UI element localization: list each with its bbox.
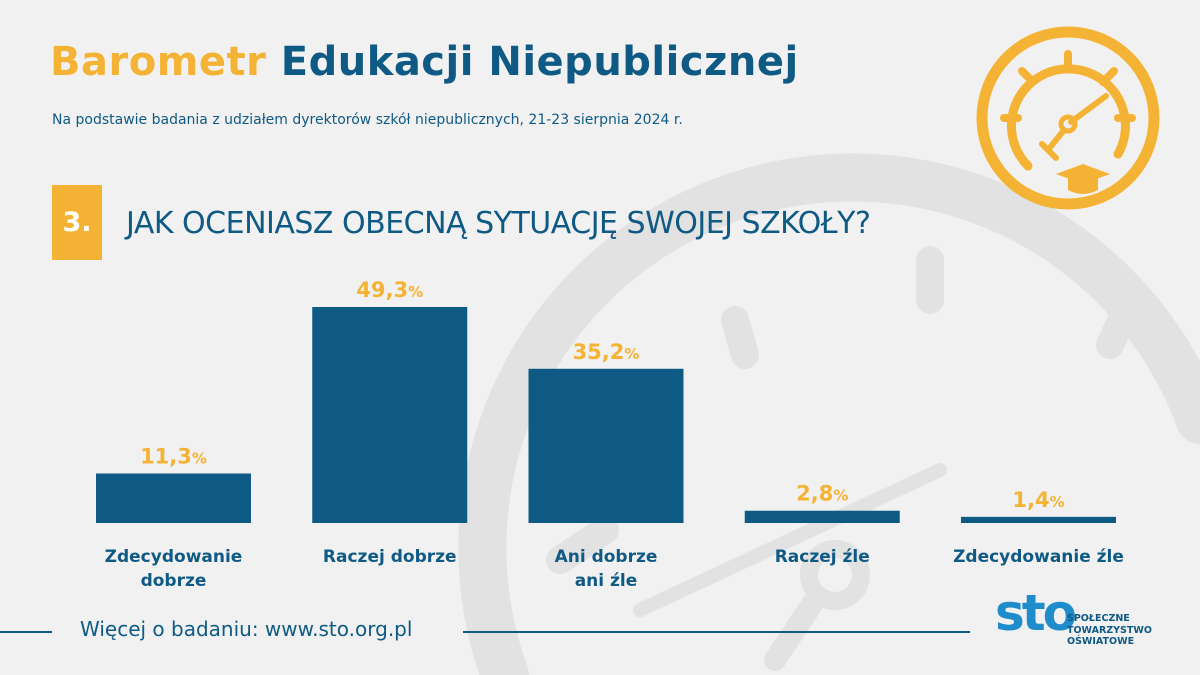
sto-logo-line2: TOWARZYSTWO	[1067, 624, 1152, 636]
bar-3	[528, 368, 684, 523]
category-label-3: Ani dobrze ani źle	[555, 547, 658, 591]
bar-4	[744, 510, 900, 523]
sto-logo-line1: SPOŁECZNE	[1067, 613, 1130, 624]
gauge-with-graduation-cap-icon	[976, 26, 1160, 210]
footer-link-text: Więcej o badaniu: www.sto.org.pl	[80, 617, 413, 641]
footer-divider-left	[0, 631, 52, 633]
category-label-4: Raczej źle	[775, 547, 870, 567]
bar-value-label-3: 35,2%	[573, 340, 640, 364]
sto-logo-mark: sto	[995, 584, 1077, 642]
bar-value-label-4: 2,8%	[796, 482, 848, 506]
category-label-2: Raczej dobrze	[323, 547, 457, 567]
sto-logo-line3: OŚWIATOWE	[1067, 636, 1135, 647]
sto-logo: sto SPOŁECZNE TOWARZYSTWO OŚWIATOWE	[995, 588, 1165, 658]
question-text: JAK OCENIASZ OBECNĄ SYTUACJĘ SWOJEJ SZKO…	[126, 206, 871, 241]
bar-value-label-2: 49,3%	[356, 278, 423, 302]
footer-divider-right	[463, 631, 970, 633]
bar-value-label-5: 1,4%	[1012, 488, 1064, 512]
page-subtitle: Na podstawie badania z udziałem dyrektor…	[52, 112, 683, 128]
bar-2	[312, 307, 468, 523]
bar-5	[961, 516, 1116, 523]
sto-logo-words: SPOŁECZNE TOWARZYSTWO OŚWIATOWE	[1067, 613, 1152, 648]
bar-1	[96, 473, 251, 523]
question-number: 3.	[52, 185, 102, 260]
page-title: Barometr Edukacji Niepublicznej	[50, 42, 799, 82]
title-part-edukacji: Edukacji Niepublicznej	[280, 39, 799, 85]
category-label-1: Zdecydowanie dobrze	[105, 547, 243, 591]
category-label-5: Zdecydowanie źle	[953, 547, 1124, 567]
title-part-barometr: Barometr	[50, 39, 267, 85]
bar-value-label-1: 11,3%	[140, 444, 207, 468]
